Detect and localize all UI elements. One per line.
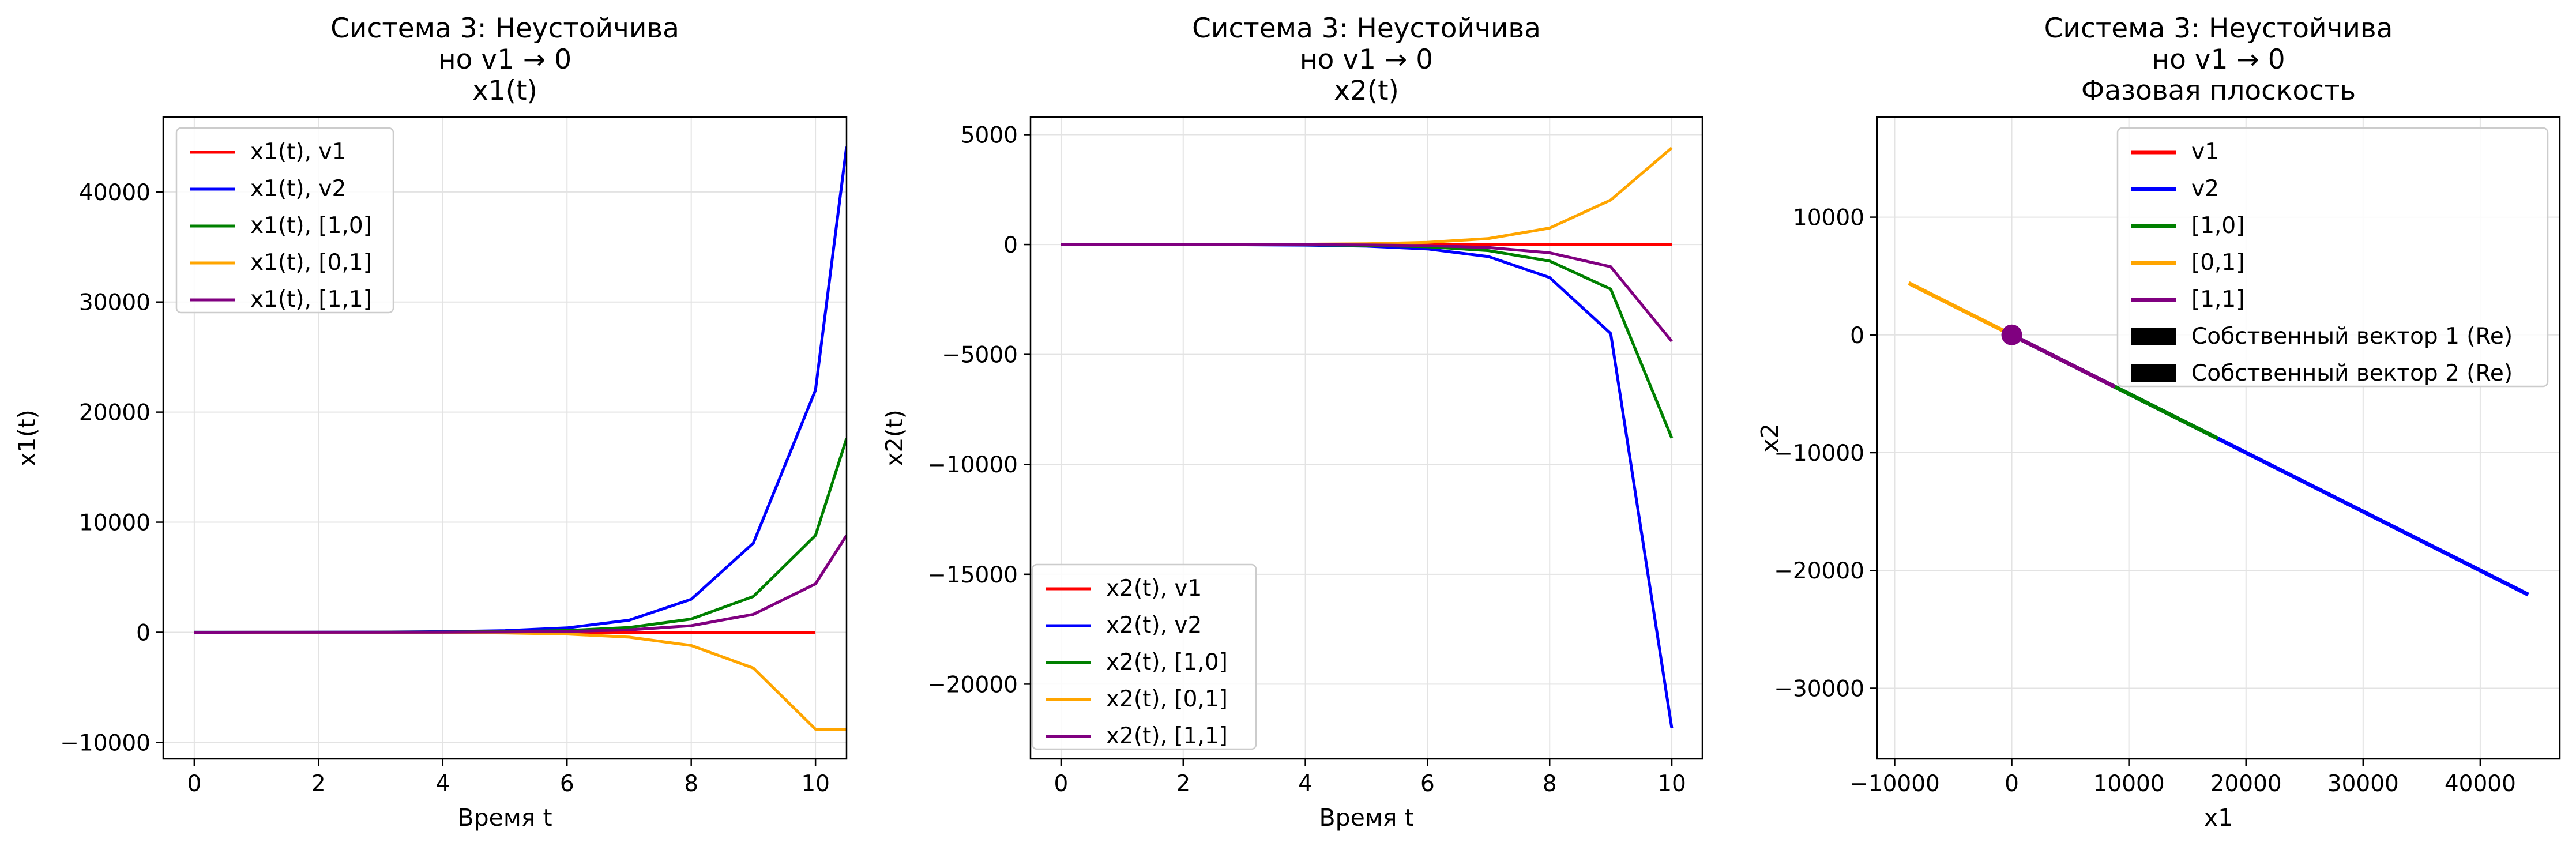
series-line-5 [2011, 333, 2116, 389]
legend: x2(t), v1 x2(t), v2 x2(t), [1,0] x2(t), [0,… [1031, 563, 1257, 750]
y-tick-label: 30000 [79, 290, 151, 316]
legend-label: x2(t), v1 [1106, 576, 1202, 601]
series-group [1061, 146, 1674, 728]
y-tick-label: 0 [1850, 323, 1864, 349]
chart-panel-1: 0 2 4 6 8 10 −10000 0 10000 20000 30000 40000 Время … [13, 13, 848, 832]
legend-box [2116, 127, 2549, 388]
x-tick-label: 40000 [2445, 771, 2516, 797]
legend-label: v1 [2191, 139, 2219, 165]
y-tick-label: −20000 [1774, 558, 1864, 584]
legend-label: x2(t), v2 [1106, 612, 1202, 638]
legend-label: [1,1] [2191, 287, 2244, 313]
chart-title-line-3: Фазовая плоскость [2081, 75, 2356, 107]
chart-title-line-1: Система 3: Неустойчива [330, 13, 679, 44]
legend-label: [0,1] [2191, 250, 2244, 276]
series-line-5 [1061, 243, 1673, 343]
y-tick-label: −10000 [927, 452, 1018, 478]
x-tick-label: 0 [187, 771, 201, 797]
plot-frame [1029, 116, 1703, 760]
chart-panel-3: −10000 0 10000 20000 30000 40000 −30000 −20000 −… [1756, 13, 2561, 832]
x-tick-label: 10 [801, 771, 830, 797]
x-tick-label: 10 [1657, 771, 1686, 797]
chart-title-line-2: но v1 → 0 [1300, 44, 1433, 76]
chart-title-line-1: Система 3: Неустойчива [2044, 13, 2393, 44]
y-tick-label: −20000 [927, 672, 1018, 698]
x-axis-label: Время t [1319, 804, 1413, 832]
series-line-5 [194, 535, 847, 634]
y-tick-label: −30000 [1774, 676, 1864, 702]
y-tick-label: 40000 [79, 180, 151, 206]
y-tick-label: 5000 [961, 122, 1018, 148]
legend-label: x1(t), v2 [250, 176, 346, 202]
y-tick-label: 10000 [1793, 205, 1864, 231]
y-tick-label: −10000 [60, 730, 151, 756]
plot-frame [1876, 116, 2561, 760]
y-tick-label: −15000 [927, 562, 1018, 588]
x-tick-label: 30000 [2327, 771, 2399, 797]
x-axis-label: x1 [2204, 804, 2233, 832]
y-tick-label: 20000 [79, 400, 151, 426]
x-tick-label: 20000 [2210, 771, 2282, 797]
legend: v1 v2 [1,0] [0,1] [1,1] Собственный вектор 1 … [2116, 127, 2549, 388]
legend-label: x1(t), [0,1] [250, 250, 372, 276]
chart-title-line-2: но v1 → 0 [2152, 44, 2285, 76]
chart-panel-2: 0 2 4 6 8 10 −20000 −15000 −10000 −5000 0 5000 Время… [881, 13, 1703, 832]
x-tick-label: 8 [1543, 771, 1557, 797]
legend-label: Собственный вектор 1 (Re) [2191, 324, 2513, 349]
chart-title-line-2: но v1 → 0 [438, 44, 571, 76]
chart-title-line-3: x1(t) [472, 75, 537, 107]
legend-label: x1(t), [1,0] [250, 213, 372, 239]
y-axis-label: x2 [1756, 423, 1784, 452]
legend-box [1031, 563, 1257, 750]
x-tick-label: 6 [560, 771, 574, 797]
x-tick-label: 4 [435, 771, 450, 797]
x-tick-label: 8 [684, 771, 698, 797]
legend-patch [2131, 364, 2176, 382]
legend-box [175, 127, 394, 314]
x-tick-label: 2 [1176, 771, 1190, 797]
x-tick-label: 6 [1420, 771, 1435, 797]
x-tick-label: 10000 [2093, 771, 2165, 797]
series-line-3 [1061, 243, 1674, 439]
x-tick-label: 4 [1298, 771, 1313, 797]
x-tick-label: 2 [311, 771, 326, 797]
series-line-4 [194, 631, 847, 731]
legend-label: x1(t), [1,1] [250, 287, 372, 313]
series-line-4 [1908, 281, 2013, 337]
x-axis-label: Время t [457, 804, 552, 832]
legend-label: x2(t), [1,0] [1106, 649, 1228, 675]
x-tick-label: 0 [1054, 771, 1069, 797]
chart-title-line-1: Система 3: Неустойчива [1192, 13, 1541, 44]
x-tick-label: −10000 [1849, 771, 1940, 797]
legend: x1(t), v1 x1(t), v2 x1(t), [1,0] x1(t), [0,… [175, 127, 394, 314]
legend-label: [1,0] [2191, 213, 2244, 239]
y-tick-label: −5000 [942, 343, 1018, 368]
x-tick-label: 0 [2005, 771, 2019, 797]
legend-label: Собственный вектор 2 (Re) [2191, 360, 2513, 386]
plot-frame [162, 116, 848, 760]
legend-label: x2(t), [0,1] [1106, 686, 1228, 712]
y-axis-label: x1(t) [13, 409, 41, 466]
legend-label: v2 [2191, 176, 2219, 202]
y-tick-label: 0 [136, 620, 151, 646]
y-tick-label: 0 [1003, 232, 1018, 258]
series-group [1908, 281, 2529, 597]
origin-marker [2001, 324, 2022, 345]
chart-title-line-3: x2(t) [1334, 75, 1399, 107]
legend-label: x1(t), v1 [250, 139, 346, 165]
series-group [194, 146, 847, 731]
legend-patch [2131, 328, 2176, 345]
series-line-4 [1061, 146, 1673, 246]
y-tick-label: 10000 [79, 510, 151, 536]
y-tick-label: −10000 [1774, 441, 1864, 467]
series-line-3 [194, 438, 847, 634]
legend-label: x2(t), [1,1] [1106, 723, 1228, 749]
y-axis-label: x2(t) [881, 409, 908, 466]
